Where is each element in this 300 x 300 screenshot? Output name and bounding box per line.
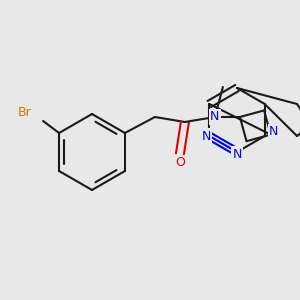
Text: N: N [269, 125, 278, 138]
Text: Br: Br [17, 106, 31, 119]
Text: O: O [175, 157, 185, 169]
Text: N: N [202, 130, 211, 142]
Text: N: N [232, 148, 242, 160]
Text: N: N [210, 110, 220, 124]
